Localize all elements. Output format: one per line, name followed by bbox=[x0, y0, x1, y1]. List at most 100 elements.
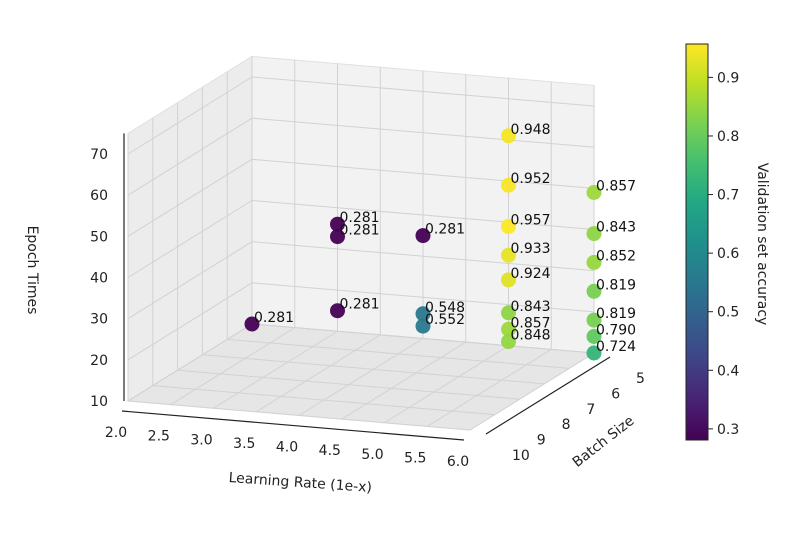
grid-lines bbox=[127, 56, 595, 431]
data-point bbox=[330, 303, 345, 319]
data-point bbox=[586, 345, 602, 361]
data-point bbox=[415, 228, 431, 244]
data-label: 0.843 bbox=[596, 220, 636, 236]
data-point bbox=[586, 329, 602, 344]
x-axis-title: Learning Rate (1e-x) bbox=[228, 470, 372, 496]
grid-line bbox=[127, 282, 253, 361]
z-tick-labels: 10 20 30 40 50 60 70 bbox=[90, 147, 108, 410]
y-tick-label: 6 bbox=[611, 386, 620, 402]
colorbar-tick-label: 0.6 bbox=[717, 246, 739, 262]
z-tick-label: 50 bbox=[90, 229, 108, 245]
grid-line bbox=[426, 348, 552, 427]
grid-line bbox=[127, 76, 253, 155]
grid-line bbox=[127, 200, 253, 278]
grid-line bbox=[298, 338, 424, 416]
x-tick-label: 3.0 bbox=[190, 432, 212, 448]
x-tick-label: 5.0 bbox=[361, 447, 383, 463]
y-axis-line bbox=[485, 356, 611, 435]
grid-line bbox=[202, 354, 545, 385]
grid-line bbox=[251, 282, 595, 313]
data-point bbox=[330, 216, 345, 232]
grid-line bbox=[127, 400, 471, 431]
data-label: 0.281 bbox=[425, 222, 465, 238]
data-point bbox=[244, 316, 260, 332]
x-tick-label: 2.5 bbox=[148, 429, 170, 445]
x-tick-label: 3.5 bbox=[233, 436, 255, 452]
axis-lines bbox=[121, 133, 611, 441]
y-tick-label: 5 bbox=[636, 371, 645, 387]
grid-line bbox=[127, 241, 253, 320]
data-point bbox=[501, 321, 516, 337]
y-tick-label: 9 bbox=[537, 433, 546, 449]
data-label: 0.852 bbox=[596, 248, 636, 264]
grid-line bbox=[127, 323, 253, 402]
grid-line bbox=[469, 352, 595, 431]
data-point bbox=[330, 229, 345, 245]
colorbar-tick-labels: 0.3 0.4 0.5 0.6 0.7 0.8 0.9 bbox=[708, 70, 739, 438]
grid-line bbox=[251, 158, 595, 189]
data-point bbox=[501, 247, 516, 263]
data-point bbox=[586, 283, 602, 299]
grid-line bbox=[127, 117, 253, 196]
data-label: 0.957 bbox=[511, 212, 551, 228]
z-tick-label: 60 bbox=[90, 188, 108, 204]
grid-line bbox=[177, 369, 520, 400]
colorbar-tick-label: 0.5 bbox=[717, 305, 739, 321]
data-point bbox=[501, 305, 516, 321]
data-label: 0.857 bbox=[596, 179, 636, 195]
data-label: 0.933 bbox=[511, 241, 551, 257]
grid-line bbox=[251, 76, 595, 107]
data-label: 0.281 bbox=[340, 210, 380, 226]
data-label: 0.952 bbox=[511, 171, 551, 187]
data-point bbox=[586, 312, 602, 328]
z-tick-label: 20 bbox=[90, 353, 108, 369]
data-labels: 0.2810.2810.2810.2810.2810.5480.5520.948… bbox=[254, 122, 636, 355]
data-point bbox=[415, 318, 431, 334]
data-point bbox=[501, 334, 516, 350]
colorbar-tick-label: 0.3 bbox=[717, 422, 739, 438]
y-tick-label: 7 bbox=[586, 402, 595, 418]
data-point bbox=[501, 128, 516, 144]
grid-line bbox=[255, 334, 381, 413]
grid-line bbox=[227, 338, 570, 369]
grid-line bbox=[384, 345, 509, 424]
y-tick-label: 10 bbox=[512, 448, 530, 464]
data-label: 0.948 bbox=[511, 122, 551, 138]
data-point bbox=[415, 306, 431, 322]
data-label: 0.281 bbox=[340, 223, 380, 239]
x-tick-label: 4.5 bbox=[319, 443, 341, 459]
grid-line bbox=[213, 330, 338, 409]
grid-line bbox=[170, 327, 296, 406]
z-axis-title: Epoch Times bbox=[24, 226, 40, 315]
colorbar-tick-label: 0.4 bbox=[717, 363, 739, 379]
colorbar bbox=[685, 43, 709, 441]
y-axis-title: Batch Size bbox=[570, 413, 638, 471]
data-label: 0.819 bbox=[596, 306, 636, 322]
data-points bbox=[244, 128, 602, 361]
data-point bbox=[501, 177, 516, 193]
data-label: 0.924 bbox=[511, 266, 551, 282]
grid-line bbox=[127, 158, 253, 237]
x-tick-labels: 2.0 2.5 3.0 3.5 4.0 4.5 5.0 5.5 6.0 bbox=[105, 425, 469, 470]
x-tick-label: 2.0 bbox=[105, 425, 127, 441]
data-label: 0.819 bbox=[596, 277, 636, 293]
data-label: 0.843 bbox=[511, 299, 551, 315]
data-label: 0.857 bbox=[511, 315, 551, 331]
colorbar-tick-label: 0.7 bbox=[717, 188, 739, 204]
z-tick-label: 70 bbox=[90, 147, 108, 163]
data-label: 0.281 bbox=[340, 297, 380, 313]
grid-line bbox=[341, 341, 467, 420]
colorbar-tick-label: 0.8 bbox=[717, 129, 739, 145]
z-tick-label: 40 bbox=[90, 271, 108, 287]
grid-line bbox=[152, 385, 495, 416]
z-tick-label: 10 bbox=[90, 394, 108, 410]
y-tick-label: 8 bbox=[562, 417, 571, 433]
data-label: 0.790 bbox=[596, 323, 636, 339]
data-point bbox=[586, 226, 602, 242]
data-label: 0.724 bbox=[596, 339, 636, 355]
colorbar-tick-label: 0.9 bbox=[717, 70, 739, 86]
grid-line bbox=[251, 117, 595, 148]
z-tick-label: 30 bbox=[90, 312, 108, 328]
